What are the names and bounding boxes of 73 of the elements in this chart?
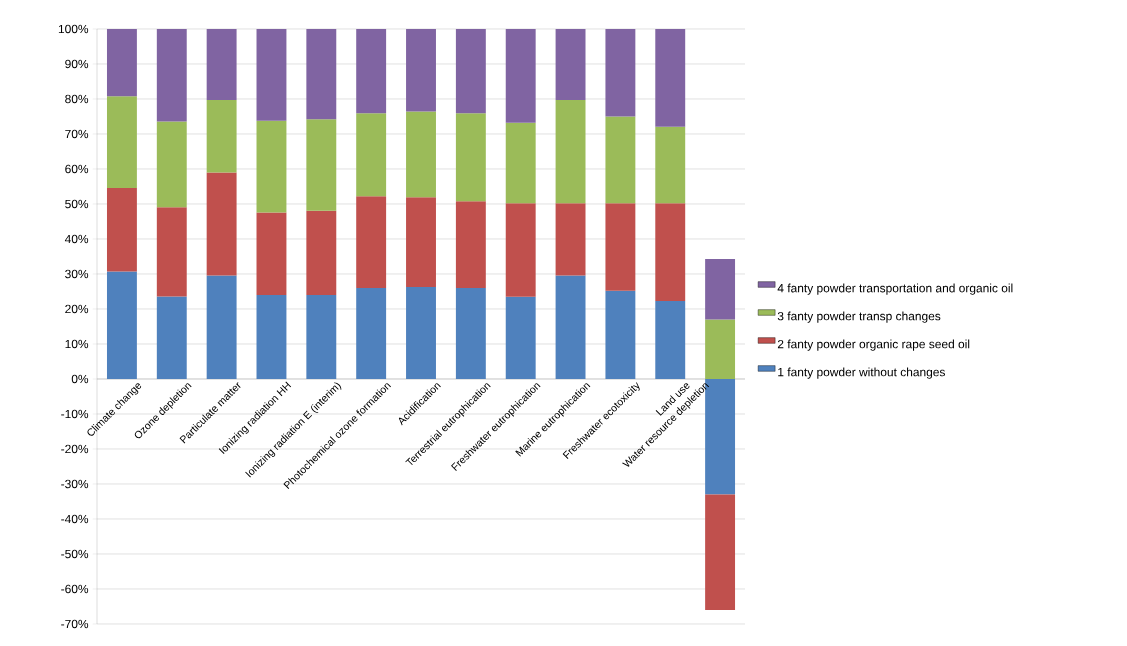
bar [256, 120, 287, 213]
bar [106, 96, 137, 188]
bar [106, 187, 137, 272]
bar [156, 28, 187, 122]
bar [106, 28, 137, 97]
bar [356, 28, 387, 114]
bar [505, 28, 536, 123]
bar [156, 207, 187, 297]
bar [406, 286, 436, 379]
bar [605, 28, 636, 117]
y-tick-label: 100% [58, 24, 89, 34]
bar [356, 287, 387, 379]
bar [705, 258, 736, 320]
bar [406, 111, 436, 198]
legend-label: 2 fanty powder organic rape seed oil [777, 339, 970, 351]
bar [605, 203, 636, 291]
y-tick-label: 60% [65, 164, 89, 174]
bar [256, 212, 287, 295]
y-tick-label: 70% [65, 129, 89, 139]
bar [655, 300, 686, 379]
legend-label: 1 fanty powder without changes [778, 367, 945, 379]
bar [505, 203, 536, 297]
bar [555, 275, 586, 379]
y-tick-label: -20% [61, 444, 89, 454]
y-tick-label: 90% [65, 59, 89, 69]
y-tick-label: 20% [65, 304, 89, 314]
bar [406, 197, 436, 287]
bar [655, 126, 686, 204]
bar [306, 294, 337, 379]
bar [256, 28, 287, 121]
y-tick-label: -60% [61, 584, 89, 594]
bar [505, 122, 536, 204]
bar [256, 294, 287, 379]
bar [555, 203, 586, 276]
legend-label: 3 fanty powder transp changes [777, 311, 941, 323]
y-tick-label: 0% [71, 374, 89, 384]
bar [206, 28, 237, 101]
bar [156, 121, 187, 208]
y-tick-label: -40% [61, 514, 89, 524]
bar [206, 100, 237, 173]
bar [505, 296, 536, 379]
bar [655, 28, 686, 127]
y-tick-label: -50% [61, 549, 89, 559]
bar [206, 275, 237, 379]
bar [156, 296, 187, 379]
y-tick-label: 30% [65, 269, 89, 279]
bar [705, 494, 736, 610]
bar [356, 113, 387, 197]
y-tick-label: 10% [65, 339, 89, 349]
bar [306, 28, 337, 120]
legend-label: 4 fanty powder transportation and organic oil [777, 283, 1013, 295]
bar [605, 116, 636, 204]
y-tick-label: -30% [61, 479, 89, 489]
bar [106, 271, 137, 379]
bar [555, 28, 586, 101]
bar [455, 287, 486, 379]
bar [206, 172, 237, 276]
bar [455, 28, 486, 114]
y-tick-label: 50% [65, 199, 89, 209]
y-tick-label: 80% [65, 94, 89, 104]
bar [455, 113, 486, 202]
bar [555, 100, 586, 204]
bar [306, 210, 337, 295]
bar [306, 119, 337, 211]
bar [406, 28, 436, 112]
y-tick-label: 40% [64, 234, 89, 244]
y-tick-label: -70% [61, 619, 89, 629]
y-tick-label: -10% [61, 409, 89, 419]
bar [455, 201, 486, 288]
bar [655, 203, 686, 301]
bar [705, 319, 736, 379]
bar [356, 196, 387, 288]
bar [605, 290, 636, 379]
